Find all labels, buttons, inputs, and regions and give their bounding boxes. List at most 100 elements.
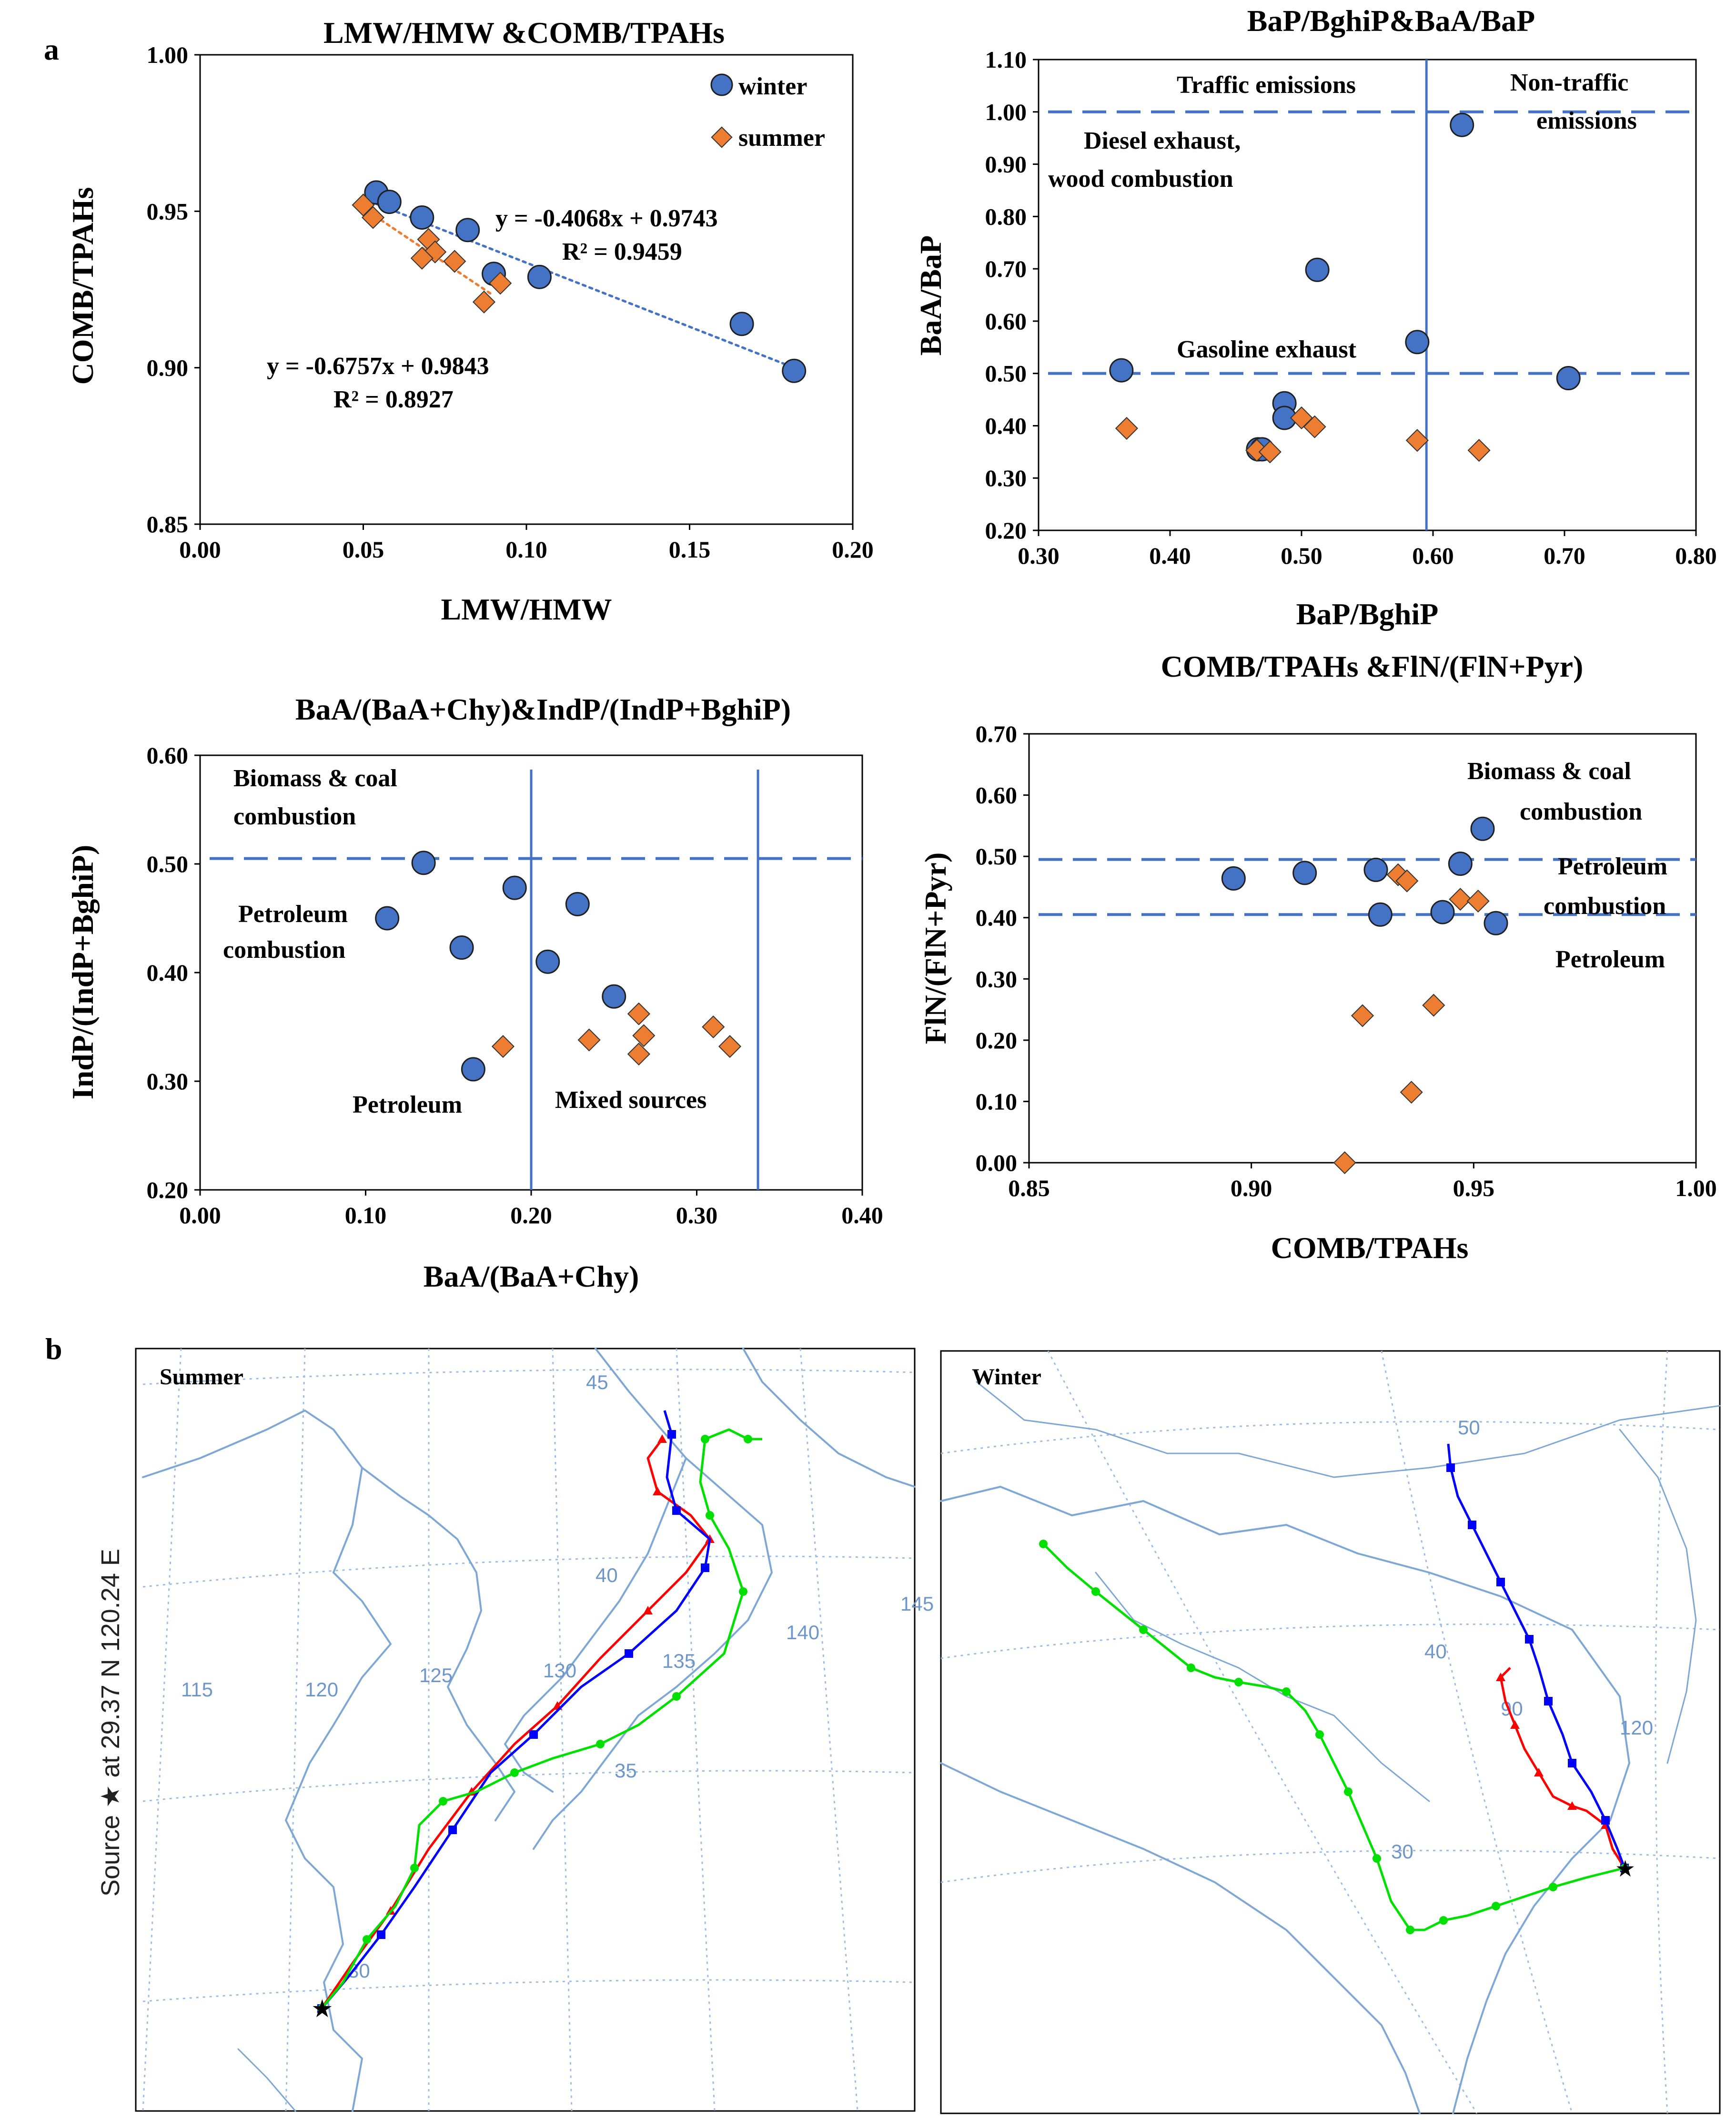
trajectory-blue: [1447, 1443, 1626, 1868]
trajectory-green-marker: [1234, 1678, 1243, 1686]
y-tick-label: 0.30: [985, 465, 1027, 491]
point-summer: [1395, 869, 1419, 893]
trajectory-red-marker: [1510, 1720, 1520, 1729]
longitude-label: 120: [1620, 1716, 1653, 1739]
y-tick-label: 0.95: [147, 198, 189, 224]
point-summer: [577, 1028, 601, 1052]
map-title: Summer: [160, 1364, 243, 1390]
point-summer: [1422, 994, 1445, 1017]
coastline-china: [142, 1410, 392, 2112]
annotation-wood: wood combustion: [1048, 165, 1233, 193]
x-tick-label: 0.60: [1412, 542, 1454, 569]
chart-title: BaP/BghiP&BaA/BaP: [1247, 4, 1535, 38]
coastline-east: [1619, 1429, 1697, 1764]
trajectory-green-marker: [317, 2004, 326, 2013]
trendline-winter: [362, 197, 796, 369]
y-tick-label: 0.60: [985, 308, 1027, 335]
y-tick-label: 0.60: [147, 742, 189, 769]
point-winter: [602, 984, 626, 1009]
trajectory-red-marker: [653, 1487, 662, 1495]
annotation-gasoline: Gasoline exhaust: [1177, 336, 1357, 363]
trajectory-green-marker: [1315, 1730, 1324, 1739]
winter-equation: y = -0.4068x + 0.9743: [495, 205, 718, 232]
latitude-line: [940, 1421, 1720, 1454]
point-summer: [489, 272, 512, 295]
trajectory-green-marker: [596, 1740, 605, 1748]
source-label: Source ★ at 29.37 N 120.24 E: [96, 1549, 125, 1897]
x-axis-label: COMB/TPAHs: [1271, 1231, 1469, 1265]
trajectory-green-marker: [1187, 1664, 1195, 1672]
latitude-label: 35: [615, 1759, 637, 1782]
latitude-line: [940, 1849, 1720, 1883]
latitude-label: 30: [1391, 1840, 1413, 1863]
point-winter: [1470, 816, 1495, 841]
point-winter: [411, 851, 436, 875]
point-winter: [1556, 366, 1581, 391]
trajectory-red-marker: [1534, 1768, 1544, 1776]
longitude-label: 130: [543, 1659, 576, 1682]
y-tick-label: 0.20: [985, 517, 1027, 544]
latitude-label: 50: [1458, 1416, 1480, 1439]
trajectory-blue-marker: [1544, 1697, 1553, 1705]
point-summer: [410, 246, 434, 270]
point-summer: [1245, 438, 1269, 462]
point-winter: [377, 190, 402, 214]
point-winter: [1109, 358, 1134, 383]
x-tick-label: 0.90: [1231, 1175, 1272, 1201]
point-summer: [491, 1035, 515, 1058]
trajectory-green-marker: [672, 1692, 681, 1701]
y-tick-label: 1.00: [985, 99, 1027, 125]
annotation-petroleum: Petroleum: [353, 1091, 462, 1118]
point-winter: [375, 906, 400, 931]
point-winter: [1363, 857, 1388, 882]
latitude-label: 45: [586, 1371, 608, 1393]
x-tick-label: 0.15: [669, 536, 711, 563]
y-axis-label: IndP/(IndP+BghiP): [66, 845, 100, 1099]
point-winter: [455, 218, 480, 243]
coastline-japan-east: [533, 1348, 773, 1850]
longitude-label: 135: [662, 1650, 696, 1672]
trajectory-green-marker: [1091, 1587, 1100, 1596]
y-tick-label: 0.60: [976, 782, 1018, 809]
coastline-japan-west: [504, 1457, 687, 1793]
x-tick-label: 0.50: [1281, 542, 1322, 569]
trajectory-blue-marker: [1601, 1816, 1610, 1825]
point-summer: [632, 1024, 656, 1047]
point-summer: [1258, 440, 1282, 464]
point-summer: [1405, 429, 1429, 452]
y-tick-label: 0.50: [147, 851, 189, 877]
annotation-petroleum-comb-2: combustion: [223, 936, 345, 964]
legend-winter-marker: [710, 73, 733, 96]
y-tick-label: 0.00: [976, 1149, 1018, 1176]
map-frame: [940, 1350, 1721, 2114]
latitude-line: [142, 1369, 915, 1385]
trajectory-green-marker: [1620, 1864, 1629, 1872]
point-winter: [1484, 911, 1508, 935]
annotation-biomass-2: combustion: [1520, 798, 1642, 825]
annotation-emissions: emissions: [1536, 107, 1637, 134]
point-winter: [1430, 900, 1455, 924]
trajectory-green-marker: [1406, 1926, 1414, 1934]
trajectory-green-marker: [1549, 1883, 1557, 1891]
legend: winter summer: [710, 73, 825, 152]
trajectory-blue-marker: [377, 1930, 385, 1939]
point-winter: [449, 935, 474, 960]
trajectory-green: [321, 1428, 762, 2009]
plot-area: [1038, 59, 1697, 531]
longitude-line: [676, 1348, 716, 2111]
annotation-biomass: Biomass & coal: [1467, 758, 1631, 785]
point-summer: [1303, 415, 1326, 438]
longitude-line: [142, 1348, 182, 2111]
longitude-label: 125: [419, 1664, 453, 1686]
longitude-line: [552, 1348, 573, 2111]
point-summer: [1449, 888, 1472, 911]
x-tick-label: 0.95: [1453, 1175, 1495, 1201]
annotation-biomass: Biomass & coal: [233, 765, 397, 792]
x-tick-label: 0.05: [343, 536, 384, 563]
annotation-biomass-2: combustion: [233, 803, 356, 830]
point-summer: [1333, 1151, 1356, 1175]
y-tick-label: 0.30: [976, 965, 1018, 992]
